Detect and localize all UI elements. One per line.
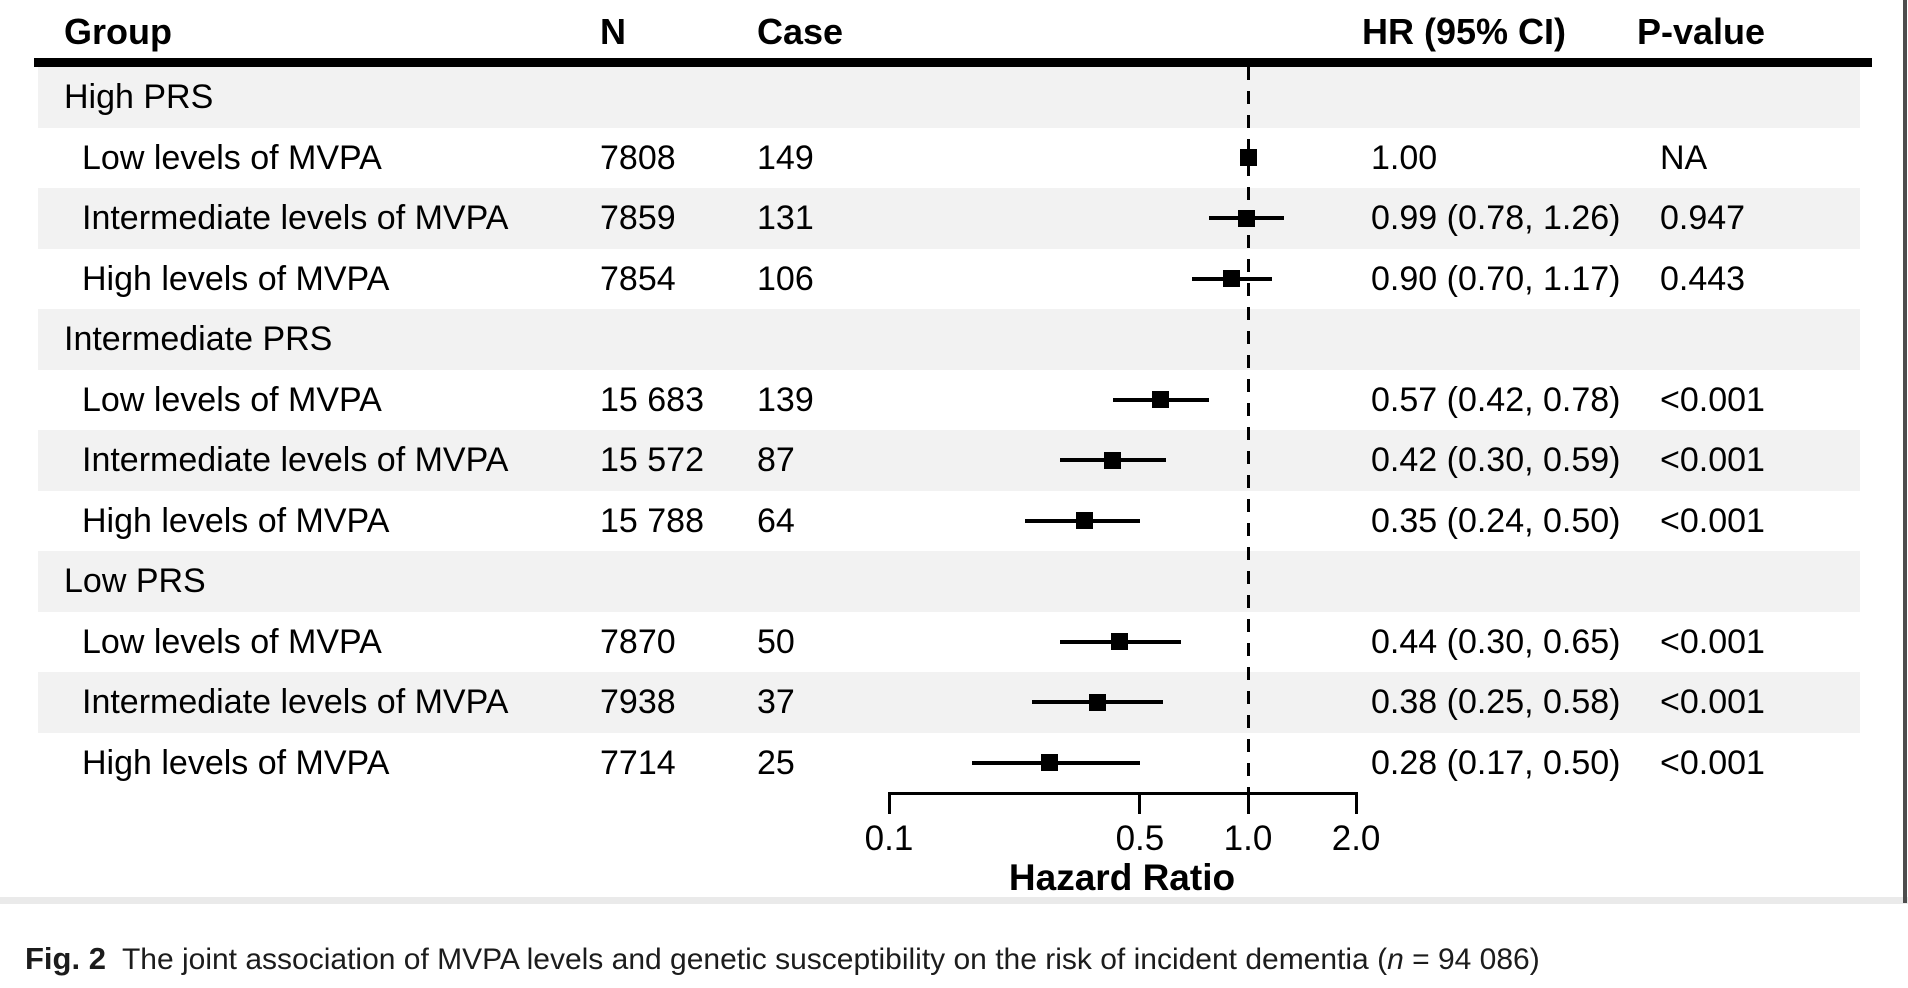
row-case: 64 xyxy=(757,501,795,540)
row-label: High levels of MVPA xyxy=(82,501,390,540)
row-case: 149 xyxy=(757,138,814,177)
row-band xyxy=(38,188,1860,249)
row-p-value: <0.001 xyxy=(1660,380,1765,419)
row-p-value: <0.001 xyxy=(1660,501,1765,540)
group-row-label: Intermediate PRS xyxy=(64,320,333,358)
row-case: 25 xyxy=(757,743,795,782)
header-rule xyxy=(34,58,1872,67)
row-label: High levels of MVPA xyxy=(82,259,390,298)
row-label: High levels of MVPA xyxy=(82,743,390,782)
hr-point-marker xyxy=(1104,451,1122,469)
row-label: Low levels of MVPA xyxy=(82,380,382,419)
figure-bottom-strip xyxy=(0,897,1908,904)
row-n: 15 572 xyxy=(600,441,704,479)
row-n: 7938 xyxy=(600,683,676,721)
row-hr-ci: 0.44 (0.30, 0.65) xyxy=(1371,622,1621,661)
figure-caption-n-symbol: n xyxy=(1387,943,1404,976)
hr-point-marker xyxy=(1239,149,1257,167)
figure-caption: Fig. 2 The joint association of MVPA leve… xyxy=(25,938,1540,980)
row-p-value: 0.443 xyxy=(1660,259,1746,298)
figure-caption-label: Fig. 2 xyxy=(25,941,106,976)
row-hr-ci: 0.90 (0.70, 1.17) xyxy=(1371,259,1621,298)
x-axis-tick xyxy=(1246,792,1250,814)
row-label: Low levels of MVPA xyxy=(82,622,382,661)
hr-point-marker xyxy=(1075,512,1093,530)
row-hr-ci: 0.57 (0.42, 0.78) xyxy=(1371,380,1621,419)
hr-point-marker xyxy=(1041,754,1059,772)
row-n: 7714 xyxy=(600,743,676,782)
row-p-value: <0.001 xyxy=(1660,743,1765,782)
x-axis-tick xyxy=(1354,792,1358,814)
x-axis-line xyxy=(889,792,1357,795)
row-p-value: <0.001 xyxy=(1660,622,1765,661)
x-axis-tick xyxy=(887,792,891,814)
row-p-value: <0.001 xyxy=(1660,441,1765,479)
x-axis-title: Hazard Ratio xyxy=(1008,857,1236,898)
row-label: Intermediate levels of MVPA xyxy=(82,199,509,237)
x-axis-tick-label: 2.0 xyxy=(1331,819,1381,858)
column-header-group: Group xyxy=(64,11,172,52)
row-band xyxy=(38,309,1860,370)
column-header-p-value: P-value xyxy=(1637,11,1766,52)
page-edge-line xyxy=(1903,0,1907,903)
hr-point-marker xyxy=(1223,270,1241,288)
row-n: 7870 xyxy=(600,622,676,661)
row-hr-ci: 0.28 (0.17, 0.50) xyxy=(1371,743,1621,782)
row-hr-ci: 1.00 xyxy=(1371,138,1438,177)
column-header-case: Case xyxy=(757,11,844,52)
group-row-label: Low PRS xyxy=(64,562,206,600)
figure-caption-n-value: = 94 086) xyxy=(1403,943,1540,976)
row-p-value: <0.001 xyxy=(1660,683,1765,721)
row-case: 106 xyxy=(757,259,814,298)
row-hr-ci: 0.99 (0.78, 1.26) xyxy=(1371,199,1621,237)
group-row-label: High PRS xyxy=(64,78,214,116)
figure-caption-text: The joint association of MVPA levels and… xyxy=(121,943,1388,976)
x-axis-tick xyxy=(1138,792,1142,814)
row-label: Low levels of MVPA xyxy=(82,138,382,177)
row-n: 15 788 xyxy=(600,501,704,540)
row-n: 7808 xyxy=(600,138,676,177)
row-n: 15 683 xyxy=(600,380,704,419)
row-case: 131 xyxy=(757,199,814,237)
row-case: 37 xyxy=(757,683,795,721)
reference-line-hr-1 xyxy=(1246,67,1250,792)
x-axis-tick-label: 1.0 xyxy=(1223,819,1273,858)
row-band xyxy=(38,67,1860,128)
row-band xyxy=(38,551,1860,612)
hr-point-marker xyxy=(1088,693,1106,711)
hr-point-marker xyxy=(1111,633,1129,651)
row-label: Intermediate levels of MVPA xyxy=(82,441,509,479)
row-band xyxy=(38,430,1860,491)
row-case: 87 xyxy=(757,441,795,479)
x-axis-tick-label: 0.5 xyxy=(1115,819,1165,858)
row-label: Intermediate levels of MVPA xyxy=(82,683,509,721)
row-case: 50 xyxy=(757,622,795,661)
row-case: 139 xyxy=(757,380,814,419)
row-band xyxy=(38,672,1860,733)
column-header-hr-ci: HR (95% CI) xyxy=(1362,11,1567,52)
x-axis-tick-label: 0.1 xyxy=(864,819,914,858)
row-hr-ci: 0.38 (0.25, 0.58) xyxy=(1371,683,1621,721)
row-p-value: NA xyxy=(1660,138,1708,177)
row-hr-ci: 0.42 (0.30, 0.59) xyxy=(1371,441,1621,479)
hr-point-marker xyxy=(1151,391,1169,409)
hr-point-marker xyxy=(1237,209,1255,227)
row-hr-ci: 0.35 (0.24, 0.50) xyxy=(1371,501,1621,540)
row-n: 7859 xyxy=(600,199,676,237)
row-p-value: 0.947 xyxy=(1660,199,1746,237)
column-header-n: N xyxy=(600,11,626,52)
row-n: 7854 xyxy=(600,259,676,298)
